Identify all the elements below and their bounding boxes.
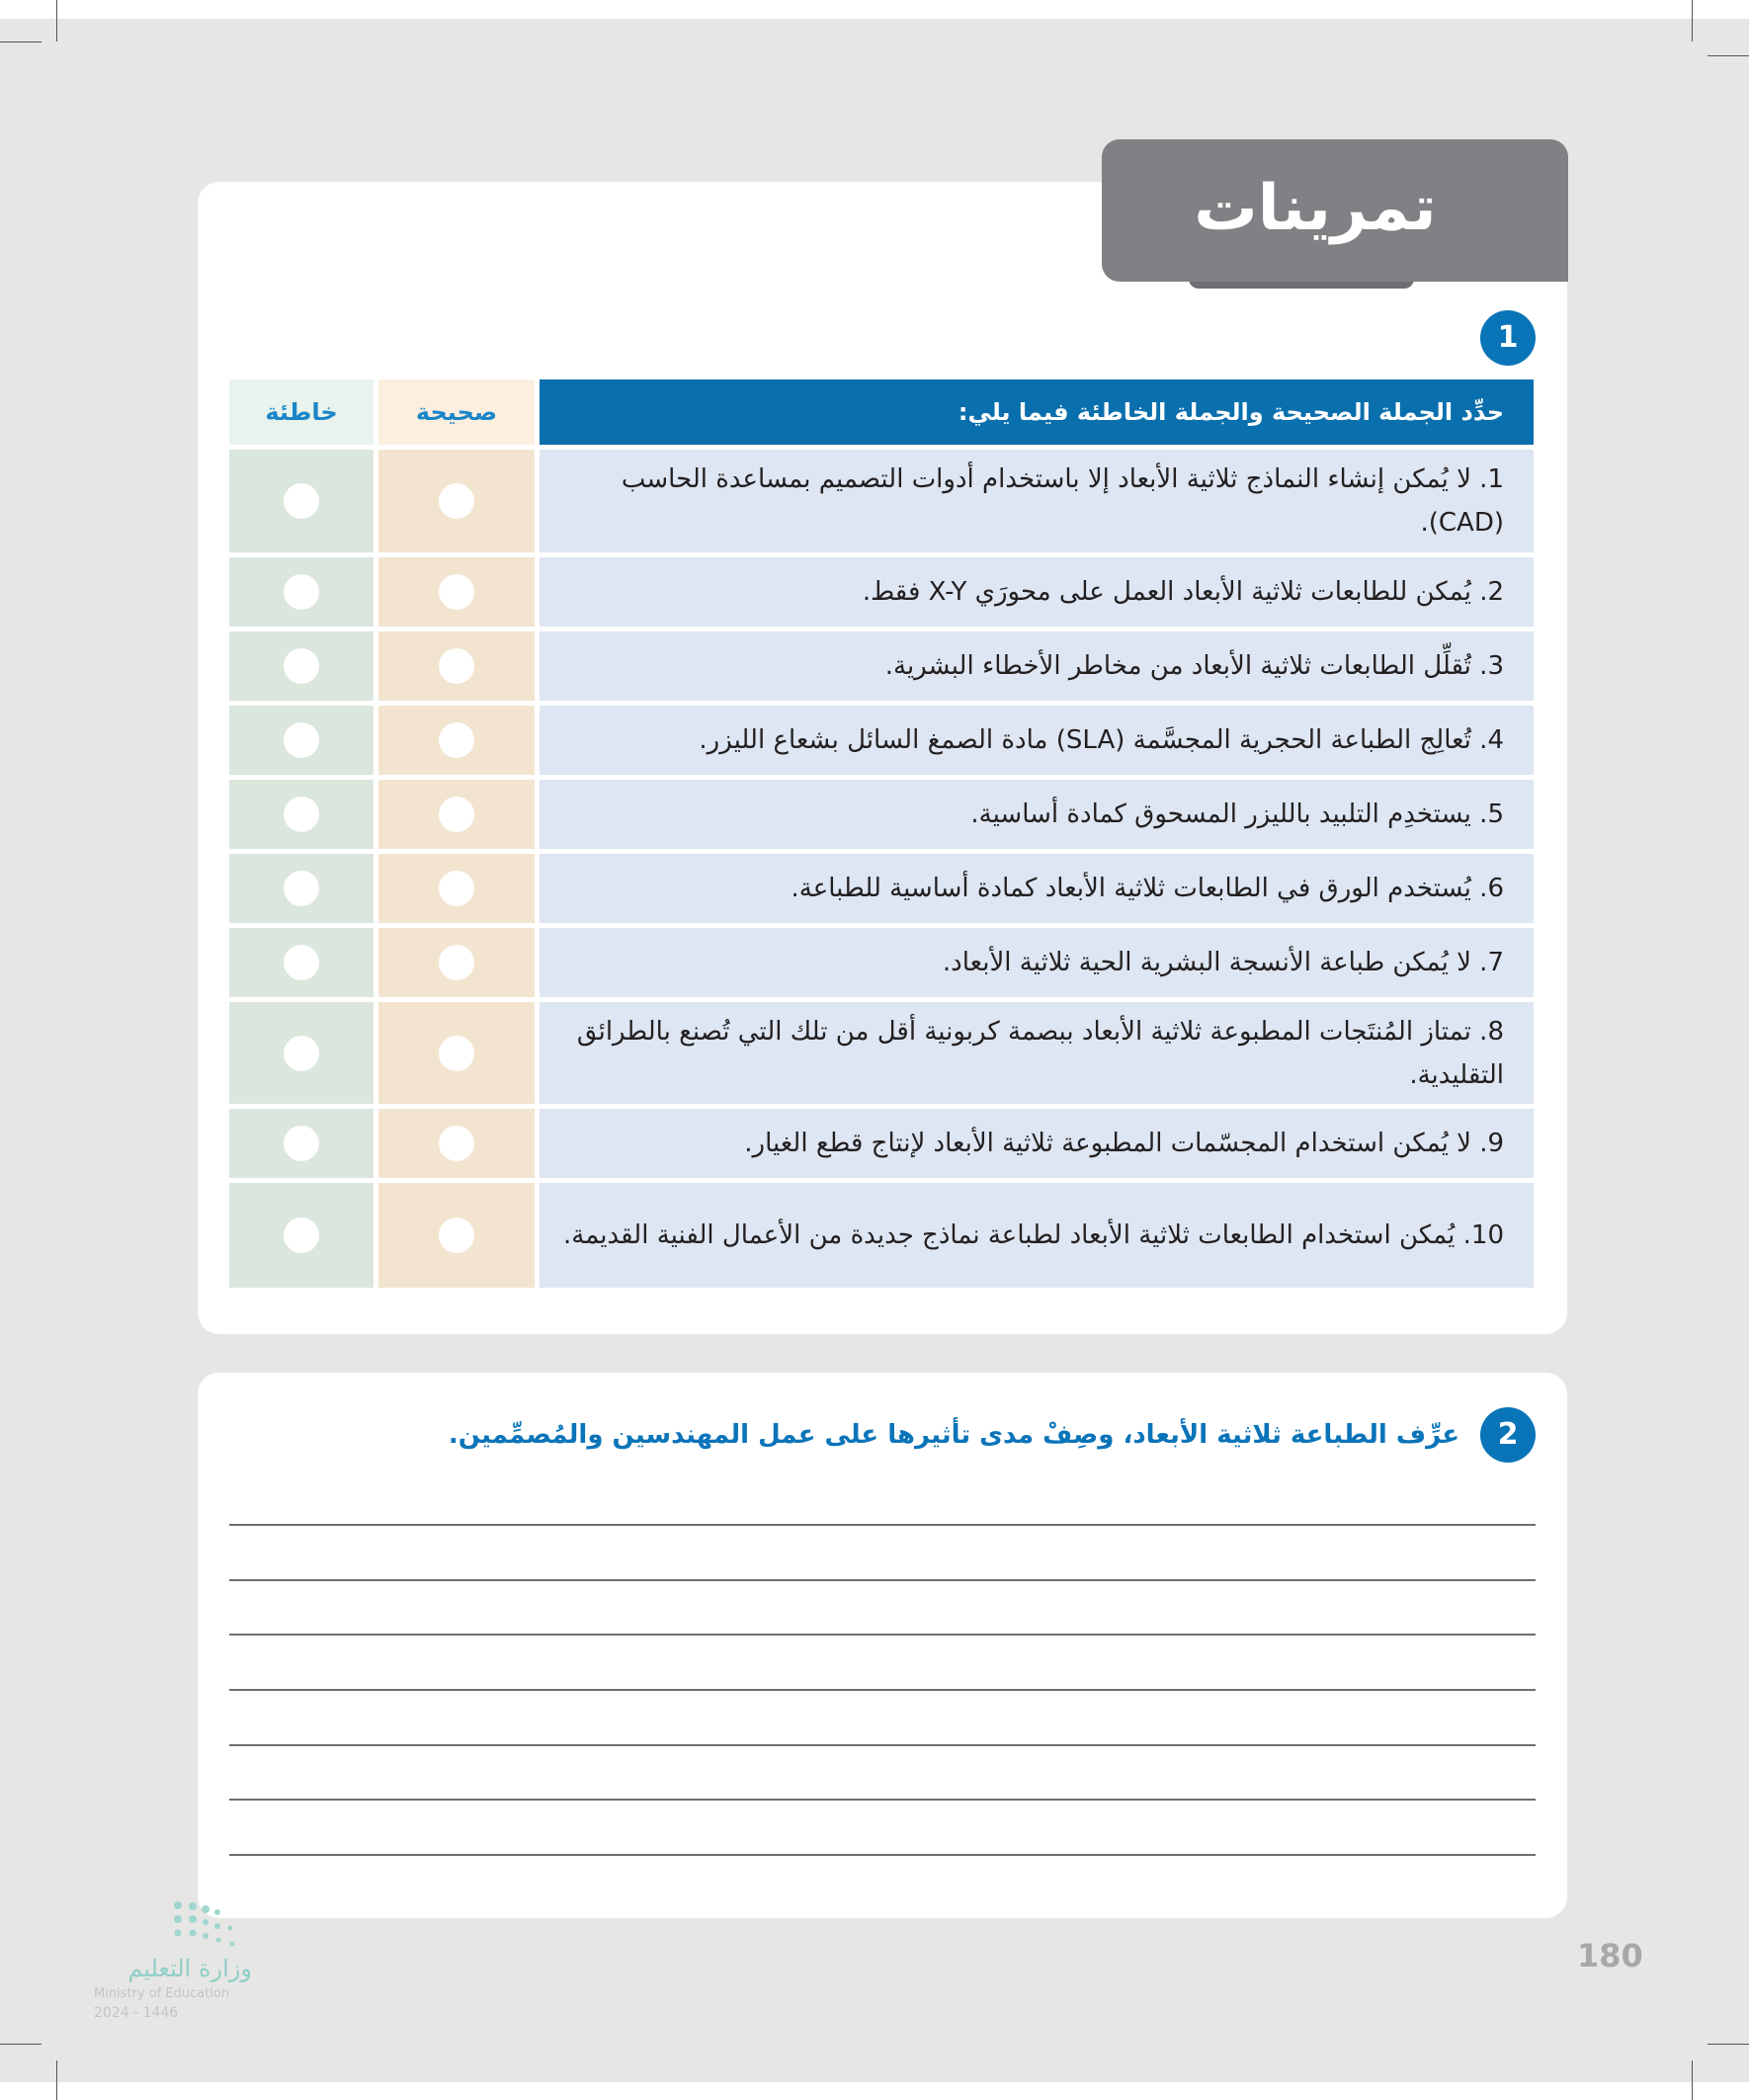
crop-mark	[0, 2044, 42, 2045]
false-radio[interactable]	[284, 797, 319, 832]
true-radio[interactable]	[439, 574, 474, 610]
false-radio[interactable]	[284, 722, 319, 758]
crop-mark	[56, 0, 57, 42]
answer-line[interactable]	[229, 1689, 1536, 1691]
true-cell	[378, 928, 535, 997]
true-cell	[378, 780, 535, 849]
table-row: 4. تُعالِج الطباعة الحجرية المجسَّمة (SL…	[229, 706, 1534, 775]
table-header: خاطئة صحيحة حدِّد الجملة الصحيحة والجملة…	[229, 379, 1534, 445]
true-column-header: صحيحة	[378, 379, 535, 445]
false-cell	[229, 1183, 374, 1288]
false-cell	[229, 450, 374, 552]
true-cell	[378, 854, 535, 923]
false-radio[interactable]	[284, 1218, 319, 1253]
true-cell	[378, 1002, 535, 1104]
false-cell	[229, 631, 374, 701]
true-radio[interactable]	[439, 1035, 474, 1071]
crop-mark	[1692, 2060, 1693, 2100]
table-row: 9. لا يُمكن استخدام المجسّمات المطبوعة ث…	[229, 1109, 1534, 1178]
false-cell	[229, 557, 374, 627]
exercise-2-question: عرِّف الطباعة ثلاثية الأبعاد، وصِفْ مدى …	[448, 1420, 1459, 1450]
statement-text: 2. يُمكن للطابعات ثلاثية الأبعاد العمل ع…	[540, 557, 1534, 627]
true-radio[interactable]	[439, 1218, 474, 1253]
answer-line[interactable]	[229, 1744, 1536, 1746]
true-cell	[378, 631, 535, 701]
crop-mark	[1707, 2044, 1749, 2045]
ministry-logo: وزارة التعليم Ministry of Education 2024…	[94, 1897, 286, 2021]
false-cell	[229, 1002, 374, 1104]
false-cell	[229, 854, 374, 923]
false-radio[interactable]	[284, 648, 319, 684]
page-title: تمرينات	[1102, 139, 1568, 282]
false-radio[interactable]	[284, 1035, 319, 1071]
true-radio[interactable]	[439, 722, 474, 758]
statement-text: 1. لا يُمكن إنشاء النماذج ثلاثية الأبعاد…	[540, 450, 1534, 552]
false-cell	[229, 706, 374, 775]
statement-text: 4. تُعالِج الطباعة الحجرية المجسَّمة (SL…	[540, 706, 1534, 775]
false-radio[interactable]	[284, 574, 319, 610]
table-row: 10. يُمكن استخدام الطابعات ثلاثية الأبعا…	[229, 1183, 1534, 1288]
true-radio[interactable]	[439, 871, 474, 906]
statement-text: 6. يُستخدم الورق في الطابعات ثلاثية الأب…	[540, 854, 1534, 923]
true-cell	[378, 1183, 535, 1288]
table-row: 6. يُستخدم الورق في الطابعات ثلاثية الأب…	[229, 854, 1534, 923]
statement-text: 8. تمتاز المُنتَجات المطبوعة ثلاثية الأب…	[540, 1002, 1534, 1104]
ministry-name-arabic: وزارة التعليم	[127, 1955, 252, 1982]
true-radio[interactable]	[439, 483, 474, 519]
true-radio[interactable]	[439, 1126, 474, 1161]
statement-text: 5. يستخدِم التلبيد بالليزر المسحوق كمادة…	[540, 780, 1534, 849]
statement-text: 7. لا يُمكن طباعة الأنسجة البشرية الحية …	[540, 928, 1534, 997]
table-row: 2. يُمكن للطابعات ثلاثية الأبعاد العمل ع…	[229, 557, 1534, 627]
table-row: 7. لا يُمكن طباعة الأنسجة البشرية الحية …	[229, 928, 1534, 997]
dots-logo-icon	[174, 1901, 286, 1947]
answer-line[interactable]	[229, 1854, 1536, 1856]
false-cell	[229, 780, 374, 849]
true-cell	[378, 1109, 535, 1178]
false-radio[interactable]	[284, 945, 319, 980]
true-radio[interactable]	[439, 945, 474, 980]
false-radio[interactable]	[284, 1126, 319, 1161]
true-cell	[378, 706, 535, 775]
page-number: 180	[1577, 1937, 1643, 1974]
false-cell	[229, 1109, 374, 1178]
false-cell	[229, 928, 374, 997]
false-radio[interactable]	[284, 871, 319, 906]
table-row: 3. تُقلِّل الطابعات ثلاثية الأبعاد من مخ…	[229, 631, 1534, 701]
answer-line[interactable]	[229, 1524, 1536, 1526]
true-cell	[378, 557, 535, 627]
answer-line[interactable]	[229, 1799, 1536, 1801]
table-row: 8. تمتاز المُنتَجات المطبوعة ثلاثية الأب…	[229, 1002, 1534, 1104]
statement-column-header: حدِّد الجملة الصحيحة والجملة الخاطئة فيم…	[540, 379, 1534, 445]
true-radio[interactable]	[439, 797, 474, 832]
crop-mark	[1692, 0, 1693, 42]
answer-line[interactable]	[229, 1579, 1536, 1581]
ministry-name-english: Ministry of Education	[94, 1986, 230, 2001]
statement-text: 3. تُقلِّل الطابعات ثلاثية الأبعاد من مخ…	[540, 631, 1534, 701]
table-row: 5. يستخدِم التلبيد بالليزر المسحوق كمادة…	[229, 780, 1534, 849]
true-cell	[378, 450, 535, 552]
statement-text: 10. يُمكن استخدام الطابعات ثلاثية الأبعا…	[540, 1183, 1534, 1288]
edition-year: 2024 - 1446	[94, 2005, 179, 2021]
true-radio[interactable]	[439, 648, 474, 684]
exercise-number-badge: 2	[1480, 1407, 1536, 1463]
crop-mark	[56, 2060, 57, 2100]
exercise-number-badge: 1	[1480, 310, 1536, 366]
answer-line[interactable]	[229, 1634, 1536, 1636]
false-radio[interactable]	[284, 483, 319, 519]
true-false-table: خاطئة صحيحة حدِّد الجملة الصحيحة والجملة…	[229, 379, 1534, 1293]
table-row: 1. لا يُمكن إنشاء النماذج ثلاثية الأبعاد…	[229, 450, 1534, 552]
exercise-2-card	[198, 1373, 1567, 1918]
crop-mark	[1707, 55, 1749, 56]
statement-text: 9. لا يُمكن استخدام المجسّمات المطبوعة ث…	[540, 1109, 1534, 1178]
false-column-header: خاطئة	[229, 379, 374, 445]
